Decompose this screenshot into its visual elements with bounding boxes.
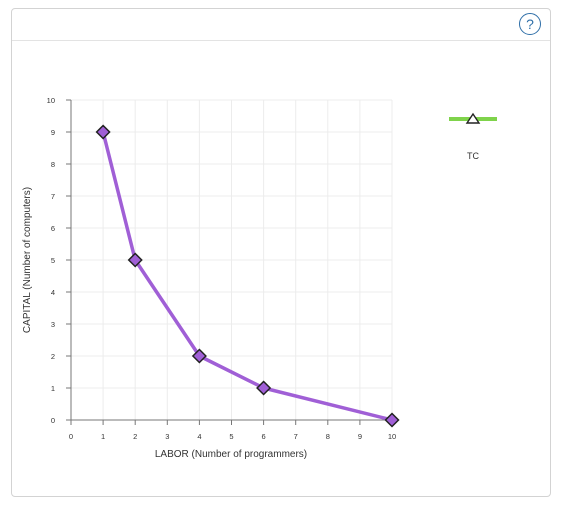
x-tick-label: 9 xyxy=(358,432,362,441)
y-tick-label: 7 xyxy=(51,192,55,201)
y-tick-label: 6 xyxy=(51,224,55,233)
x-tick-label: 5 xyxy=(229,432,233,441)
x-tick-label: 0 xyxy=(69,432,73,441)
y-tick-label: 5 xyxy=(51,256,55,265)
series-line xyxy=(101,131,393,422)
y-tick-label: 1 xyxy=(51,384,55,393)
ticks: 0 1 2 3 4 5 6 7 8 9 10 0 1 2 3 4 5 6 7 8 9 10 xyxy=(47,96,397,441)
x-axis-label: LABOR (Number of programmers) xyxy=(155,449,307,460)
data-point-marker xyxy=(256,380,272,396)
graph-panel xyxy=(11,8,551,497)
x-tick-label: 6 xyxy=(262,432,266,441)
series xyxy=(95,124,400,428)
y-tick-label: 4 xyxy=(51,288,55,297)
panel-divider xyxy=(12,40,550,41)
y-tick-label: 2 xyxy=(51,352,55,361)
y-tick-label: 3 xyxy=(51,320,55,329)
y-tick-label: 10 xyxy=(47,96,55,105)
data-point-marker xyxy=(384,412,400,428)
y-tick-label: 9 xyxy=(51,128,55,137)
grid xyxy=(71,99,393,420)
legend[interactable]: TC xyxy=(449,112,497,161)
help-icon: ? xyxy=(526,16,534,32)
triangle-icon xyxy=(465,112,481,124)
x-tick-label: 10 xyxy=(388,432,396,441)
x-tick-label: 3 xyxy=(165,432,169,441)
x-tick-label: 4 xyxy=(197,432,201,441)
data-point-marker xyxy=(127,252,143,268)
y-axis-label: CAPITAL (Number of computers) xyxy=(22,187,33,333)
data-point-marker xyxy=(191,348,207,364)
x-tick-label: 8 xyxy=(326,432,330,441)
y-tick-label: 0 xyxy=(51,416,55,425)
x-tick-label: 1 xyxy=(101,432,105,441)
data-point-marker xyxy=(95,124,111,140)
y-tick-label: 8 xyxy=(51,160,55,169)
help-button[interactable]: ? xyxy=(519,13,541,35)
x-tick-label: 2 xyxy=(133,432,137,441)
x-tick-label: 7 xyxy=(294,432,298,441)
legend-label: TC xyxy=(467,151,479,161)
